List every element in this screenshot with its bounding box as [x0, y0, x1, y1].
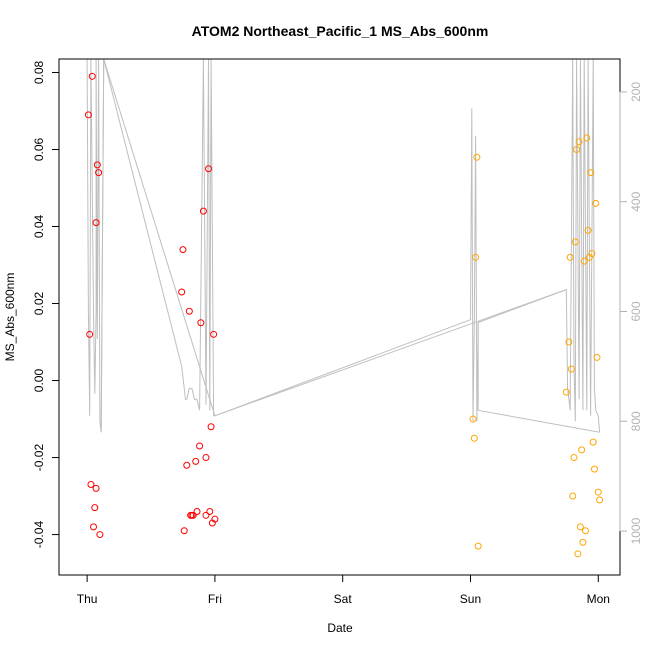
data-point — [581, 527, 589, 535]
y-axis-right: 200 400 600 800 1000 — [619, 82, 643, 544]
y-tick-label: 0.02 — [32, 292, 46, 316]
x-tick-label: Fri — [208, 592, 222, 606]
x-axis: Thu Fri Sat Sun Mon — [77, 574, 610, 606]
data-point — [196, 442, 204, 450]
data-point — [87, 481, 95, 489]
data-point — [179, 246, 187, 254]
data-point — [584, 226, 592, 234]
data-point — [202, 454, 210, 462]
data-point — [592, 199, 600, 207]
data-point — [86, 330, 94, 338]
data-point — [570, 454, 578, 462]
data-point — [588, 249, 596, 257]
data-point — [583, 134, 591, 142]
y-tick-label: 0.04 — [32, 215, 46, 239]
data-point — [565, 338, 573, 346]
data-point — [593, 353, 601, 361]
data-point — [580, 257, 588, 265]
y2-tick-label: 600 — [629, 301, 643, 321]
data-point — [473, 153, 481, 161]
data-point — [594, 488, 602, 496]
data-point — [202, 511, 210, 519]
y2-tick-label: 200 — [629, 82, 643, 102]
x-tick-label: Sat — [334, 592, 353, 606]
data-point — [189, 511, 197, 519]
chart-title: ATOM2 Northeast_Pacific_1 MS_Abs_600nm — [192, 23, 489, 39]
data-point — [569, 492, 577, 500]
data-point — [180, 527, 188, 535]
data-point — [576, 523, 584, 531]
data-point — [575, 138, 583, 146]
depth-profile-line — [86, 58, 601, 433]
data-point — [211, 515, 219, 523]
data-point — [95, 169, 103, 177]
y-axis-label: MS_Abs_600nm — [3, 273, 17, 362]
depth-profile-layer — [86, 58, 601, 433]
data-point — [472, 253, 480, 261]
depth-profile-segment — [478, 409, 600, 433]
data-point — [567, 365, 575, 373]
data-point — [562, 388, 570, 396]
data-point — [96, 531, 104, 539]
depth-profile-segment — [214, 289, 567, 417]
data-point — [573, 145, 581, 153]
data-point — [470, 434, 478, 442]
depth-profile-segment — [100, 58, 105, 433]
data-point — [199, 207, 207, 215]
data-point — [566, 253, 574, 261]
y-tick-label: -0.02 — [32, 444, 46, 472]
data-point — [91, 504, 99, 512]
data-point — [93, 161, 101, 169]
data-points-layer — [84, 72, 604, 558]
data-point — [92, 484, 100, 492]
data-point — [596, 496, 604, 504]
x-tick-label: Mon — [587, 592, 610, 606]
x-tick-label: Sun — [460, 592, 481, 606]
y-axis-left: -0.04 -0.02 0.00 0.02 0.04 0.06 0.08 — [32, 60, 60, 549]
y-tick-label: -0.04 — [32, 521, 46, 549]
data-point — [205, 165, 213, 173]
y2-tick-label: 1000 — [629, 517, 643, 544]
x-tick-label: Thu — [77, 592, 98, 606]
data-point — [206, 507, 214, 515]
data-point — [185, 307, 193, 315]
data-point — [469, 415, 477, 423]
data-point — [197, 319, 205, 327]
y-tick-label: 0.08 — [32, 60, 46, 84]
data-point — [192, 457, 200, 465]
data-point — [574, 550, 582, 558]
data-point — [178, 288, 186, 296]
y-tick-label: 0.00 — [32, 369, 46, 393]
y2-tick-label: 400 — [629, 191, 643, 211]
data-point — [193, 507, 201, 515]
data-point — [578, 446, 586, 454]
data-point — [474, 542, 482, 550]
depth-profile-segment — [103, 58, 216, 416]
y-tick-label: 0.06 — [32, 137, 46, 161]
x-axis-label: Date — [327, 621, 353, 635]
data-point — [210, 330, 218, 338]
data-point — [92, 219, 100, 227]
plot-frame — [58, 58, 621, 576]
data-point — [571, 238, 579, 246]
data-point — [587, 169, 595, 177]
data-point — [589, 438, 597, 446]
data-point — [590, 465, 598, 473]
data-point — [579, 538, 587, 546]
data-point — [183, 461, 191, 469]
y2-tick-label: 800 — [629, 411, 643, 431]
data-point — [90, 523, 98, 531]
data-point — [84, 111, 92, 119]
data-point — [207, 423, 215, 431]
data-point — [88, 72, 96, 80]
